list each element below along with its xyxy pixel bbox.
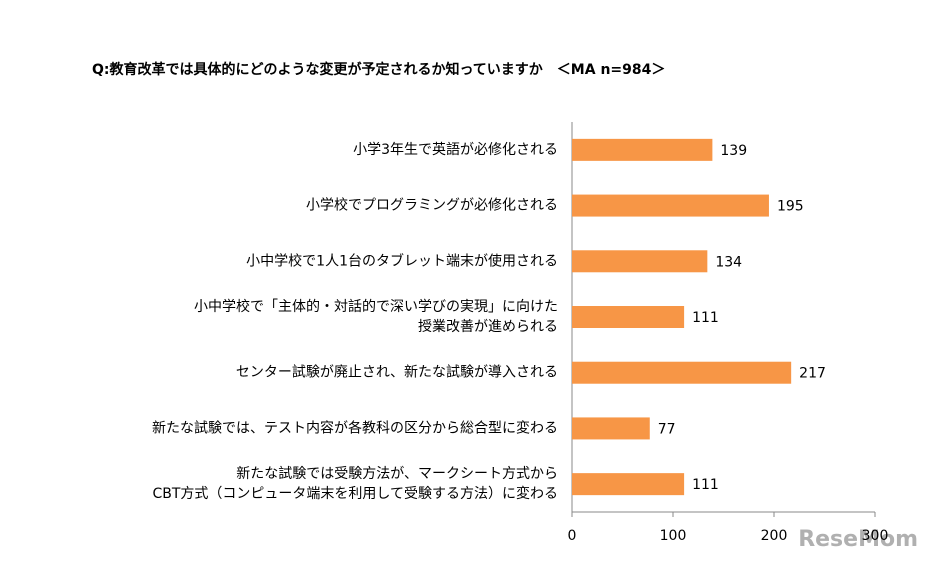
value-label: 77 (658, 421, 676, 437)
bar (572, 417, 650, 440)
value-label: 134 (715, 254, 742, 270)
bar (572, 138, 713, 161)
y-tick-label: 小中学校で1人1台のタブレット端末が使用される (246, 252, 558, 269)
value-label: 217 (799, 366, 826, 382)
bar (572, 306, 685, 328)
y-tick-label: 小中学校で「主体的・対話的で深い学びの実現」に向けた (194, 298, 558, 315)
bar (572, 361, 792, 384)
value-label: 195 (777, 199, 804, 215)
chart-title: Q:教育改革では具体的にどのような変更が予定されるか知っていますか ＜MA n=… (92, 61, 665, 78)
y-tick-label: 新たな試験では受験方法が、マークシート方式から (236, 466, 558, 482)
value-label: 139 (720, 143, 747, 159)
watermark: ReseMom (798, 527, 918, 552)
x-tick-label: 0 (568, 528, 577, 544)
y-tick-label: 新たな試験では、テスト内容が各教科の区分から総合型に変わる (152, 419, 558, 436)
bar (572, 250, 708, 273)
bar (572, 194, 769, 217)
bar (572, 473, 685, 496)
y-tick-label: CBT方式（コンピュータ端末を利用して受験する方法）に変わる (152, 485, 558, 502)
x-tick-label: 200 (761, 528, 788, 544)
y-tick-label: 授業改善が進められる (418, 319, 558, 335)
value-label: 111 (692, 477, 719, 493)
y-tick-label: 小学校でプログラミングが必修化される (306, 197, 558, 214)
y-tick-label: 小学3年生で英語が必修化される (353, 141, 558, 158)
y-tick-label: センター試験が廃止され、新たな試験が導入される (236, 364, 558, 381)
x-tick-label: 100 (660, 528, 687, 544)
value-label: 111 (692, 310, 719, 326)
x-tick-label: 300 (862, 528, 889, 544)
